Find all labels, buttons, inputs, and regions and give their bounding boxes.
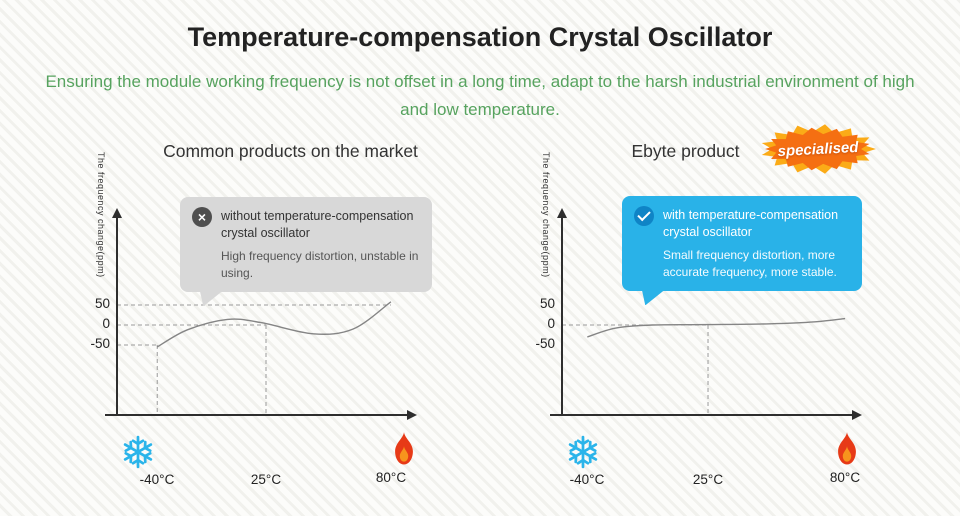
right-x-tick-80: 80°C	[829, 470, 861, 485]
left-callout-body: High frequency distortion, unstable in u…	[221, 248, 419, 280]
specialised-badge: specialised	[758, 122, 878, 176]
left-callout-header: × without temperature-compensation cryst…	[192, 207, 420, 242]
left-callout: × without temperature-compensation cryst…	[180, 197, 432, 307]
right-x-tick-25: 25°C	[692, 472, 724, 487]
right-callout-title: with temperature-compensation crystal os…	[663, 208, 839, 239]
left-x-tick-80: 80°C	[375, 470, 407, 485]
left-y-tick-50: 50	[94, 296, 110, 311]
left-y-tick-neg50: -50	[90, 336, 110, 351]
left-chart-heading: Common products on the market	[163, 141, 418, 161]
right-callout: with temperature-compensation crystal os…	[622, 196, 862, 306]
x-circle-icon: ×	[192, 207, 212, 227]
right-x-tick-neg40: -40°C	[569, 472, 605, 487]
left-x-tick-neg40: -40°C	[139, 472, 175, 487]
right-y-tick-50: 50	[539, 296, 555, 311]
right-chart-heading: Ebyte product	[631, 141, 740, 161]
snowflake-icon	[565, 434, 601, 470]
starburst-icon	[761, 124, 876, 174]
right-chart-plot	[550, 208, 862, 420]
flame-icon	[832, 430, 862, 468]
page-subtitle: Ensuring the module working frequency is…	[45, 72, 915, 120]
right-callout-body: Small frequency distortion, more accurat…	[663, 247, 837, 279]
flame-icon	[389, 430, 419, 468]
check-circle-icon	[634, 206, 654, 226]
badge-label: specialised	[777, 138, 859, 160]
left-chart-plot	[105, 208, 417, 420]
y-axis-label-right: The frequency change(ppm)	[541, 152, 551, 278]
left-callout-title: without temperature-compensation crystal…	[221, 209, 414, 240]
right-callout-header: with temperature-compensation crystal os…	[634, 206, 850, 241]
y-axis-label-left: The frequency change(ppm)	[96, 152, 106, 278]
left-x-tick-25: 25°C	[250, 472, 282, 487]
right-y-tick-0: 0	[547, 316, 555, 331]
snowflake-icon	[120, 434, 156, 470]
left-y-tick-0: 0	[102, 316, 110, 331]
right-y-tick-neg50: -50	[535, 336, 555, 351]
page-title: Temperature-compensation Crystal Oscilla…	[187, 22, 773, 52]
